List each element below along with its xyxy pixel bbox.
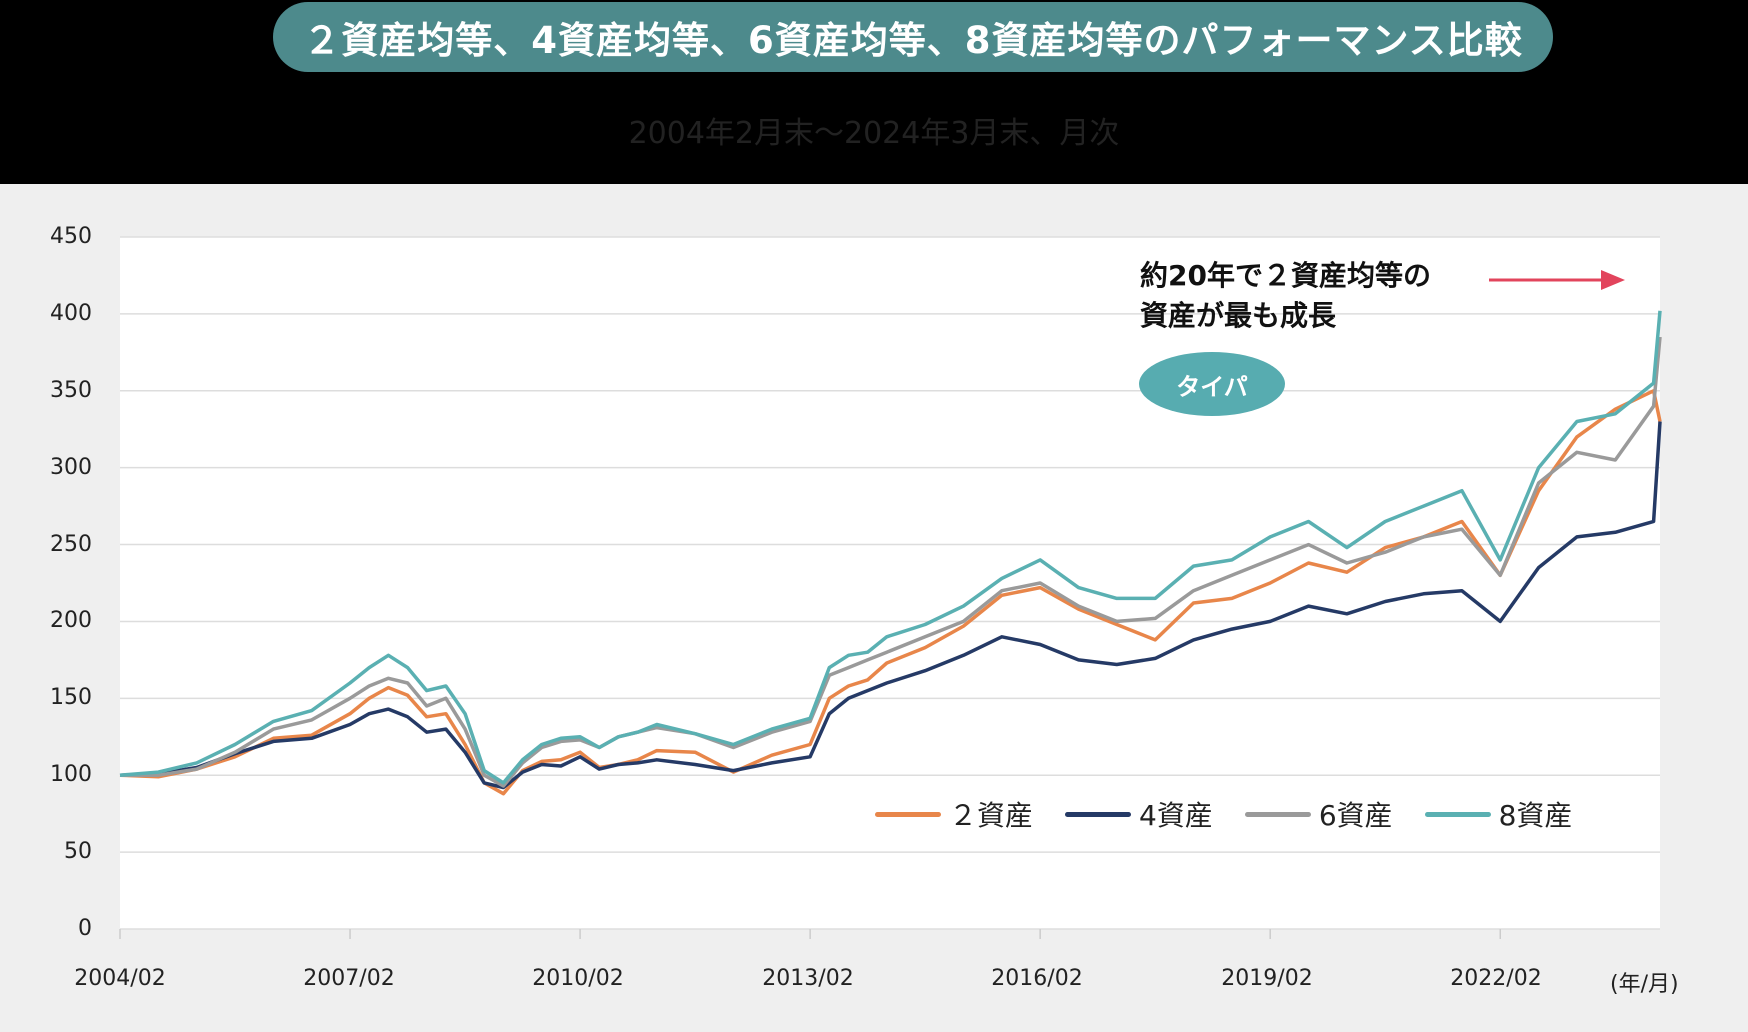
legend-item-6-assets: 6資産: [1244, 794, 1393, 834]
y-tick-label: 100: [50, 762, 92, 787]
x-tick-label: 2019/02: [1221, 966, 1313, 991]
legend-label: 6資産: [1318, 799, 1393, 832]
page-title: ２資産均等、4資産均等、6資産均等、8資産均等のパフォーマンス比較: [273, 2, 1553, 72]
legend-item-4-assets: 4資産: [1065, 794, 1213, 834]
annotation-line-2: 資産が最も成長: [1140, 299, 1337, 332]
arrow-right-icon: [1489, 270, 1625, 290]
y-tick-label: 200: [50, 608, 92, 633]
legend-label: 8資産: [1498, 799, 1573, 832]
y-tick-label: 300: [50, 455, 92, 480]
x-tick-label: 2010/02: [532, 966, 624, 991]
annotation-text: 約20年で２資産均等の 資産が最も成長: [1140, 256, 1431, 336]
x-tick-label: 2013/02: [762, 966, 854, 991]
chart-legend: ２資産 4資産 6資産 8資産: [875, 794, 1573, 834]
series-line: [120, 336, 1662, 788]
y-tick-label: 350: [50, 378, 92, 403]
y-tick-label: 0: [78, 916, 92, 941]
chart-subtitle: 2004年2月末～2024年3月末、月次: [628, 116, 1120, 151]
x-tick-label: 2007/02: [303, 966, 395, 991]
series-line: [119, 310, 1662, 785]
x-tick-label: 2004/02: [74, 966, 166, 991]
x-tick-label: 2016/02: [991, 966, 1083, 991]
legend-swatch: [1424, 811, 1491, 817]
header-band: ２資産均等、4資産均等、6資産均等、8資産均等のパフォーマンス比較 2004年2…: [0, 0, 1748, 184]
legend-item-8-assets: 8資産: [1424, 794, 1573, 834]
y-tick-label: 450: [50, 224, 92, 249]
x-tick-label: 2022/02: [1450, 966, 1542, 991]
y-tick-label: 400: [50, 301, 92, 326]
legend-swatch: [1065, 811, 1132, 817]
legend-label: ２資産: [949, 799, 1034, 832]
x-axis-unit: (年/月): [1610, 972, 1679, 997]
legend-label: 4資産: [1139, 799, 1213, 832]
y-tick-label: 150: [50, 685, 92, 710]
series-line: [119, 389, 1662, 796]
y-tick-label: 250: [50, 532, 92, 557]
taipa-tag: タイパ: [1139, 352, 1285, 416]
annotation-line-1: 約20年で２資産均等の: [1140, 259, 1431, 292]
series-line: [119, 421, 1662, 790]
legend-swatch: [1244, 811, 1311, 817]
y-tick-label: 50: [64, 839, 92, 864]
legend-item-2-assets: ２資産: [875, 794, 1033, 834]
legend-swatch: [875, 811, 941, 817]
